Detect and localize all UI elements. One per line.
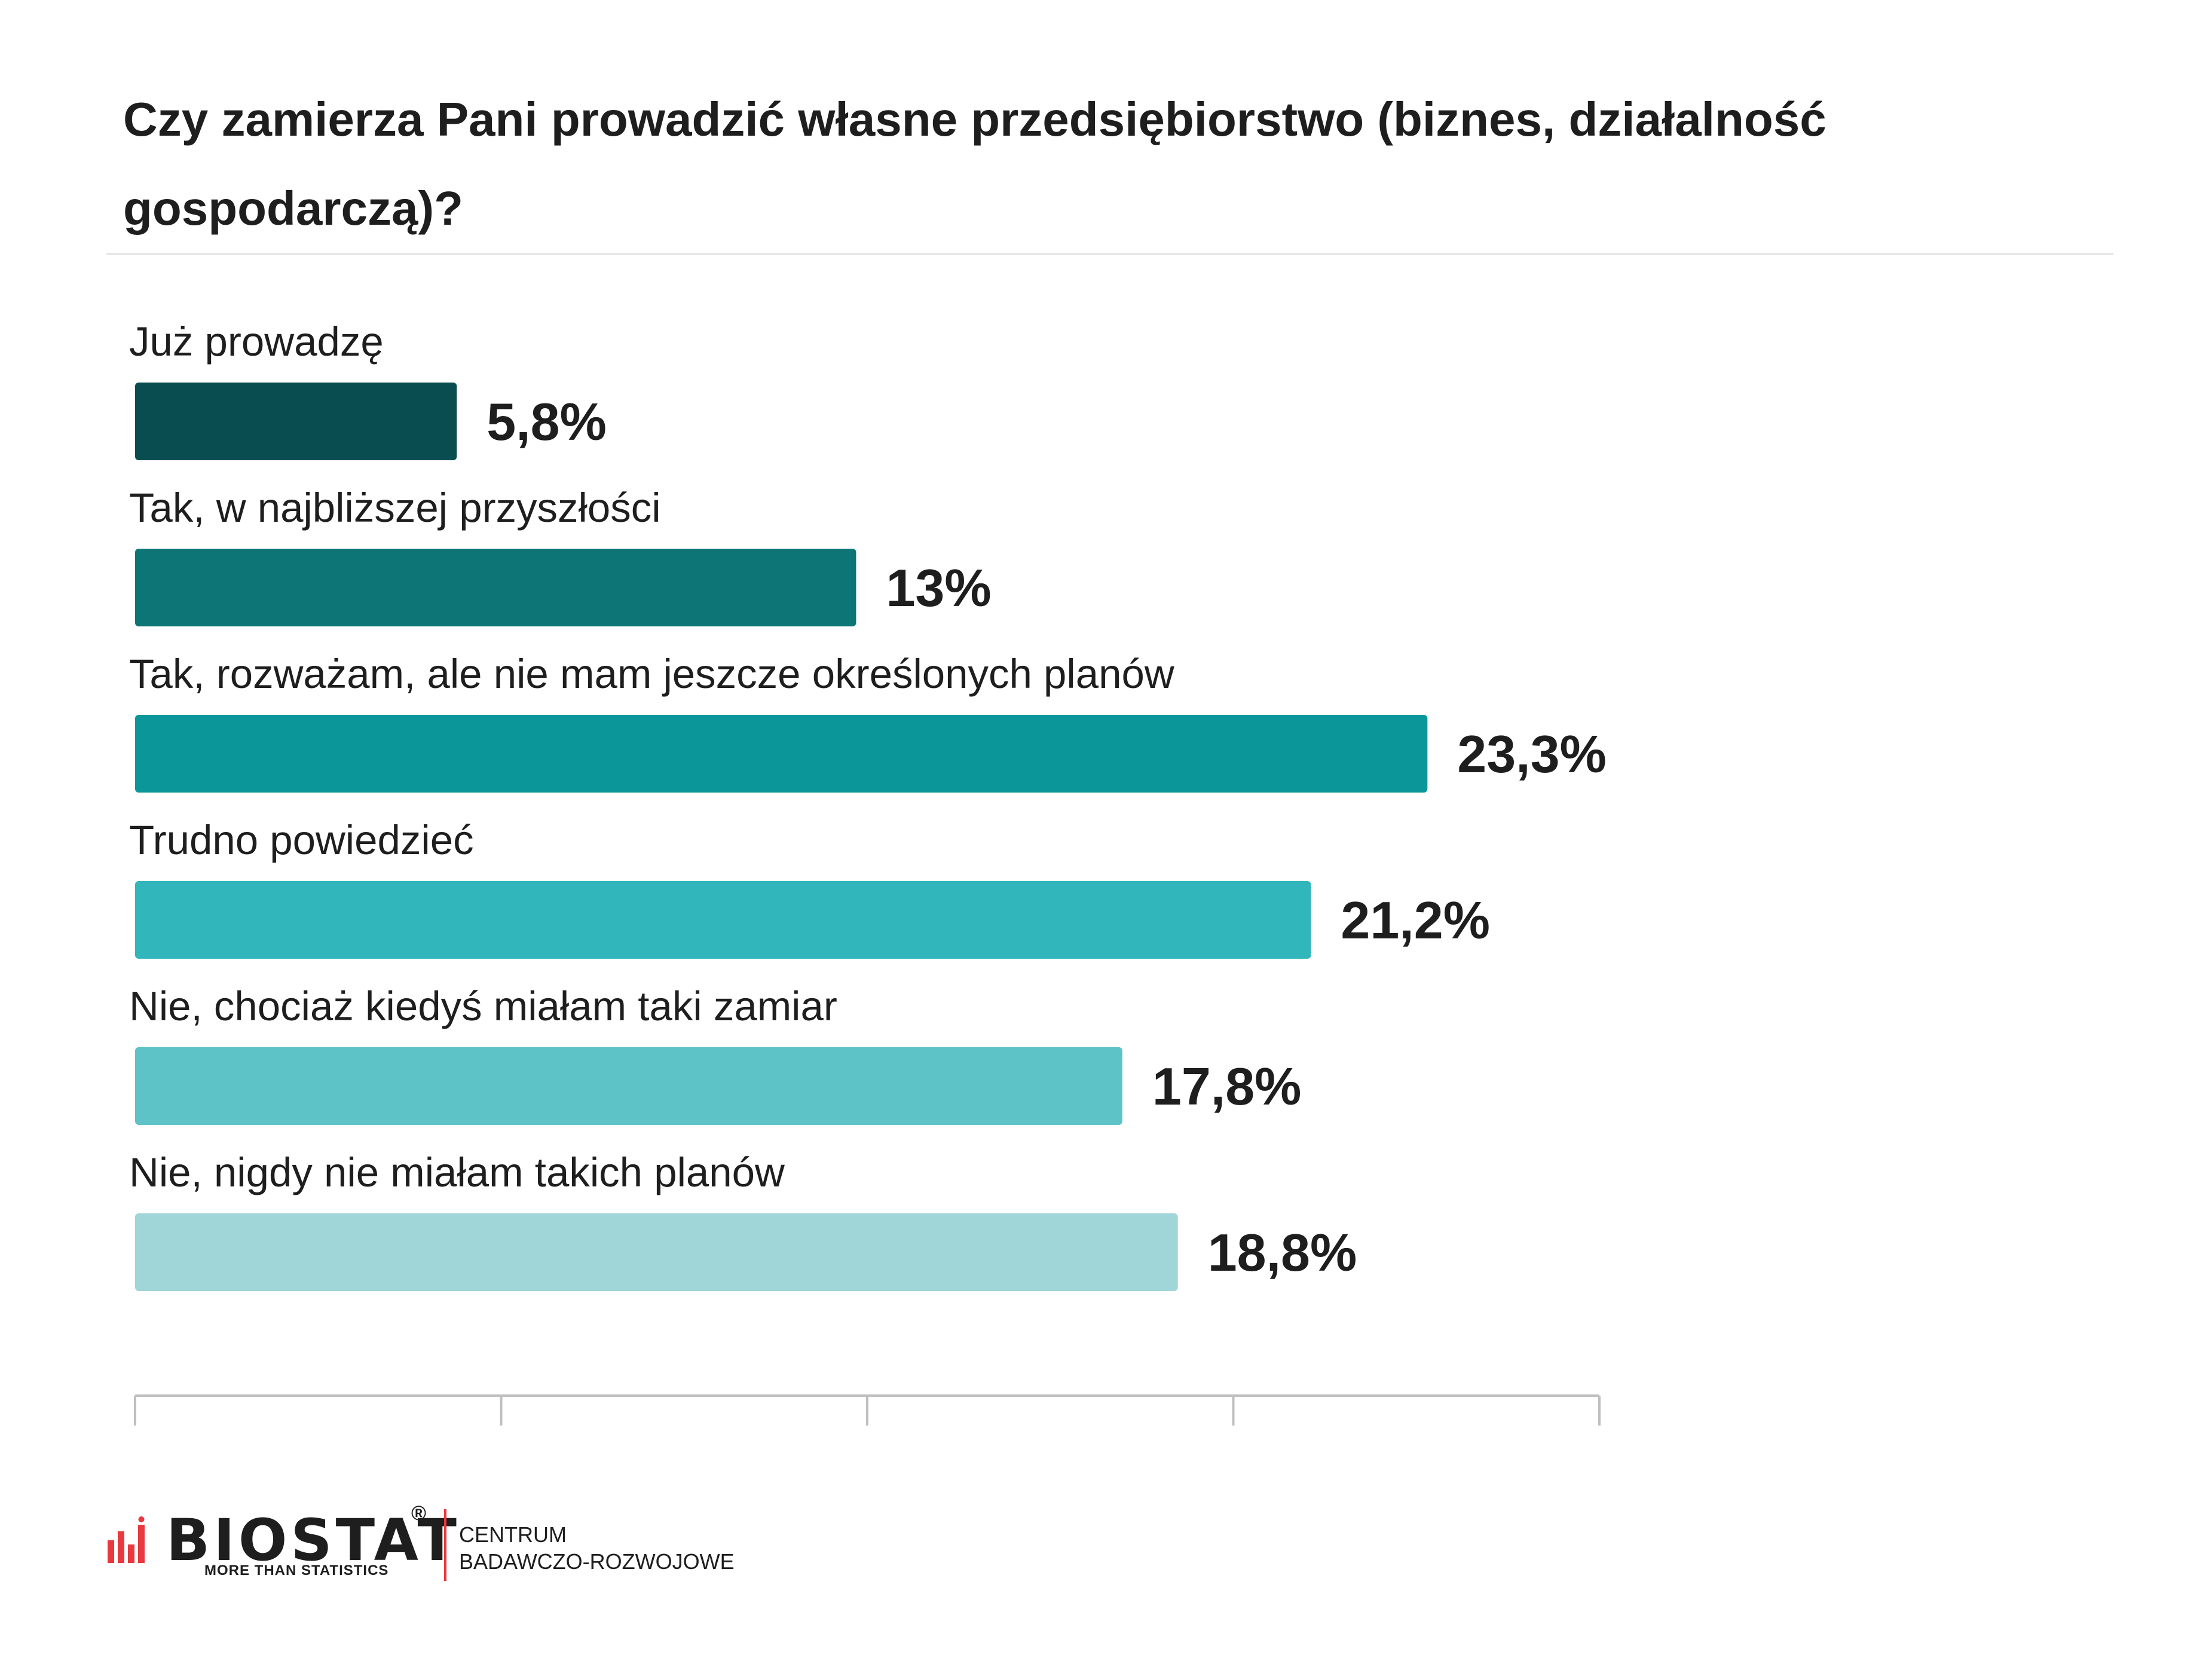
category-label: Tak, rozważam, ale nie mam jeszcze okreś…	[129, 651, 1174, 697]
brand-logo: BIOSTAT	[166, 1507, 460, 1574]
data-label: 23,3%	[1457, 724, 1607, 784]
footer-separator	[444, 1509, 446, 1581]
category-label: Nie, chociaż kiedyś miałam taki zamiar	[129, 983, 837, 1029]
unit-line-2: BADAWCZO-ROZWOJOWE	[459, 1549, 735, 1574]
category-label: Już prowadzę	[129, 319, 384, 365]
brand-tagline: MORE THAN STATISTICS	[204, 1562, 389, 1579]
bars-group: Już prowadzę 5,8% Tak, w najbliższej przys…	[129, 319, 1607, 1291]
unit-line-1: CENTRUM	[459, 1522, 567, 1547]
bar	[135, 549, 856, 626]
data-label: 17,8%	[1152, 1057, 1302, 1116]
title-divider	[106, 253, 2113, 255]
bar	[135, 715, 1428, 793]
bar	[135, 881, 1311, 959]
bar	[135, 1047, 1122, 1125]
data-label: 21,2%	[1341, 891, 1490, 950]
bar	[135, 1213, 1178, 1291]
registered-mark: ®	[411, 1502, 427, 1525]
category-label: Tak, w najbliższej przyszłości	[129, 485, 661, 531]
x-axis	[134, 1394, 1601, 1426]
bar-chart: Już prowadzę 5,8% Tak, w najbliższej przys…	[129, 319, 1607, 1426]
data-label: 5,8%	[487, 392, 607, 451]
unit-name: CENTRUM BADAWCZO-ROZWOJOWE	[459, 1521, 735, 1575]
bar-signal-icon	[108, 1516, 145, 1563]
data-label: 13%	[886, 558, 991, 617]
bar	[135, 383, 457, 460]
category-label: Trudno powiedzieć	[129, 817, 474, 863]
category-label: Nie, nigdy nie miałam takich planów	[129, 1149, 785, 1195]
data-label: 18,8%	[1208, 1223, 1357, 1282]
chart-title: Czy zamierza Pani prowadzić własne przed…	[123, 93, 1826, 235]
